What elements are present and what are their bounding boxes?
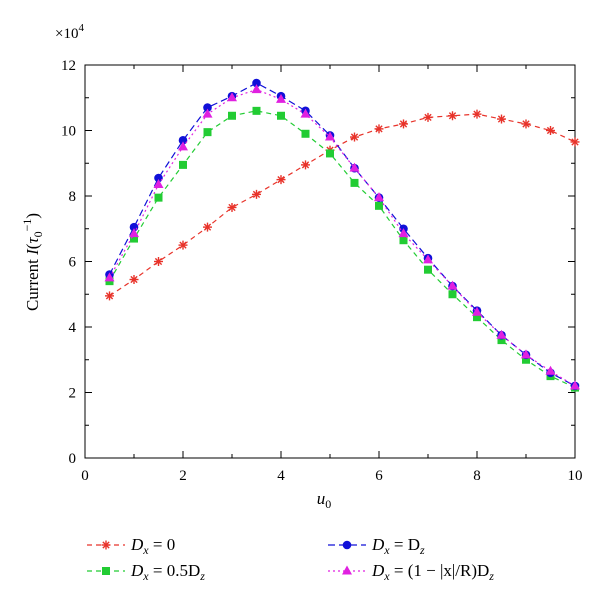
square-marker: [301, 129, 310, 138]
star-marker: [101, 540, 111, 550]
y-tick-label: 4: [69, 320, 77, 336]
star-marker: [154, 257, 163, 266]
circle-marker: [178, 136, 188, 145]
y-tick-label: 10: [61, 124, 76, 140]
square-marker: [102, 567, 110, 575]
triangle-marker: [104, 272, 115, 282]
square-marker: [375, 201, 383, 210]
square-marker: [326, 149, 334, 158]
x-tick-label: 4: [277, 468, 285, 484]
triangle-marker: [521, 349, 531, 359]
triangle-marker: [398, 228, 409, 238]
legend-label: Dx = 0: [130, 535, 175, 557]
triangle-marker: [129, 228, 139, 238]
square-marker: [179, 160, 187, 169]
legend: Dx = 0 Dx = 0.5Dz Dx = Dz Dx = (1 − |x|/R)D…: [87, 535, 494, 583]
star-marker: [252, 189, 261, 199]
square-marker: [497, 336, 506, 345]
square-marker: [399, 236, 408, 245]
star-marker: [448, 111, 457, 121]
y-tick-label: 6: [69, 255, 77, 271]
star-marker: [350, 132, 359, 142]
triangle-marker: [496, 329, 507, 339]
circle-marker: [203, 103, 212, 112]
square-marker: [522, 355, 530, 364]
series-layer: [104, 78, 580, 392]
star-marker: [178, 240, 188, 250]
triangle-marker: [178, 141, 188, 151]
square-marker: [203, 128, 212, 137]
star-marker: [227, 202, 237, 212]
star-marker: [203, 222, 212, 232]
legend-item: Dx = 0.5Dz: [87, 561, 205, 583]
square-marker: [473, 313, 481, 322]
circle-marker: [342, 540, 352, 550]
x-tick-label: 10: [568, 468, 583, 484]
legend-label: Dx = (1 − |x|/R)Dz: [371, 561, 494, 583]
square-marker: [448, 290, 457, 299]
legend-item: Dx = 0: [87, 535, 175, 557]
legend-item: Dx = Dz: [328, 535, 425, 557]
series-line: [108, 110, 576, 389]
triangle-marker: [349, 162, 360, 172]
triangle-marker: [423, 254, 433, 264]
triangle-marker: [300, 108, 311, 118]
series-triangle: [104, 84, 580, 390]
star-marker: [497, 114, 506, 124]
series-line: [109, 113, 576, 297]
series-star: [105, 109, 580, 301]
triangle-marker: [325, 131, 335, 141]
star-marker: [374, 124, 384, 134]
square-marker: [424, 265, 432, 274]
legend-item: Dx = (1 − |x|/R)Dz: [328, 561, 494, 583]
star-marker: [301, 160, 310, 170]
square-marker: [252, 106, 261, 115]
triangle-marker: [447, 280, 458, 290]
triangle-marker: [251, 84, 262, 94]
star-marker: [105, 291, 114, 301]
legend-label: Dx = Dz: [371, 535, 425, 557]
y-tick-label: 12: [61, 58, 76, 74]
y-multiplier: ×104: [55, 22, 84, 42]
square-marker: [277, 111, 285, 120]
star-marker: [399, 119, 408, 129]
x-tick-label: 8: [473, 468, 481, 484]
star-marker: [423, 112, 433, 122]
legend-label: Dx = 0.5Dz: [130, 561, 205, 583]
star-marker: [276, 175, 286, 185]
x-axis-label: u0: [317, 489, 332, 511]
y-tick-label: 0: [69, 451, 77, 467]
x-tick-label: 0: [81, 468, 89, 484]
triangle-marker: [202, 108, 213, 118]
star-marker: [521, 119, 531, 129]
triangle-marker: [570, 380, 580, 390]
square-marker: [130, 234, 138, 243]
triangle-marker: [342, 565, 352, 575]
triangle-marker: [545, 365, 556, 375]
x-tick-label: 6: [375, 468, 383, 484]
series-circle: [105, 78, 580, 391]
x-tick-label: 2: [179, 468, 187, 484]
square-marker: [154, 193, 163, 202]
circle-marker: [252, 78, 261, 88]
star-marker: [472, 109, 482, 119]
y-axis-label: Current I(τ0−1): [20, 213, 45, 311]
y-tick-label: 2: [69, 386, 77, 402]
triangle-marker: [472, 306, 482, 316]
triangle-marker: [374, 192, 384, 202]
square-marker: [350, 178, 359, 187]
triangle-marker: [227, 92, 237, 102]
y-tick-label: 8: [69, 189, 77, 205]
star-marker: [129, 275, 139, 285]
star-marker: [546, 126, 555, 135]
triangle-marker: [153, 179, 164, 189]
star-marker: [570, 137, 580, 147]
axis-ticks: 0 2 4 6 8 10 0 2 4 6 8 10 12: [61, 58, 583, 484]
triangle-marker: [276, 93, 286, 103]
square-marker: [228, 111, 236, 120]
